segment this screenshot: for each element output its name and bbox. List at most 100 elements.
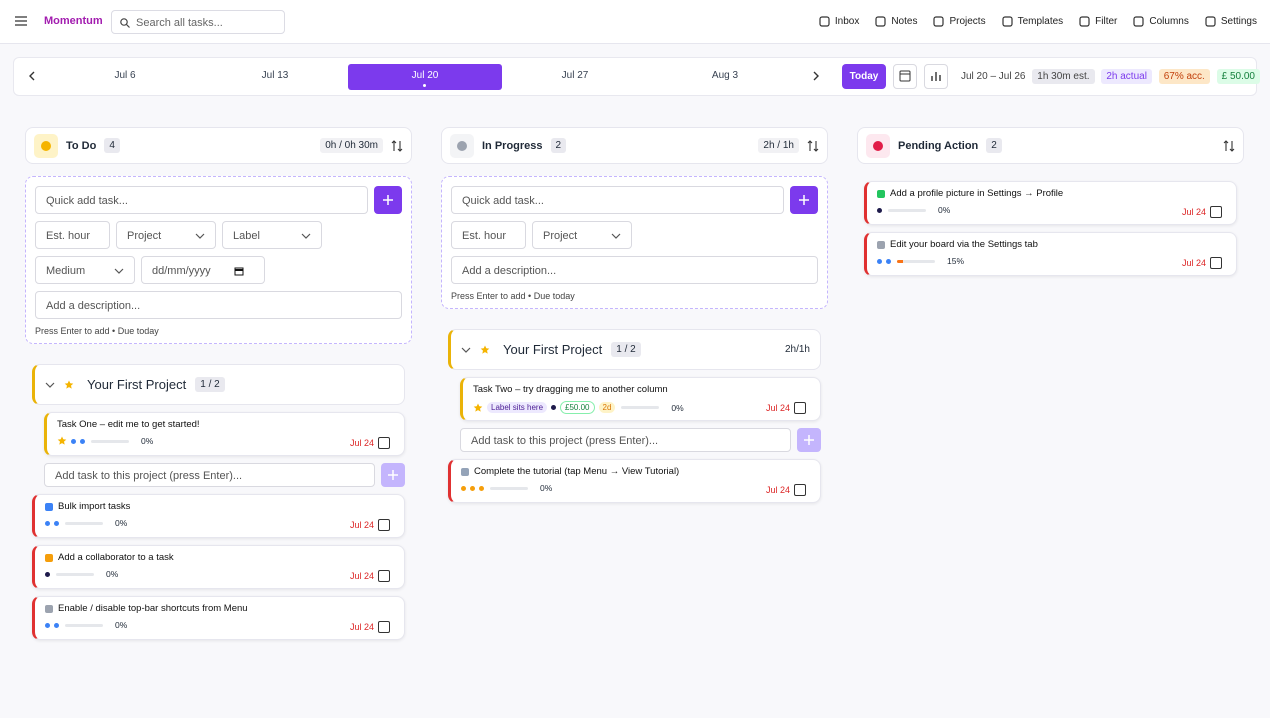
priority-dot bbox=[54, 622, 59, 628]
calendar-button[interactable] bbox=[893, 64, 917, 89]
form-row: Est. hour Project Label bbox=[35, 221, 402, 249]
task-title: Task Two – try dragging me to another co… bbox=[473, 384, 668, 395]
task-card[interactable]: Complete the tutorial (tap Menu → View T… bbox=[448, 459, 821, 503]
priority-dot bbox=[470, 485, 475, 491]
column-time: 0h / 0h 30m bbox=[320, 138, 383, 153]
plus-icon bbox=[383, 195, 393, 205]
project-select-text: Project bbox=[127, 230, 162, 242]
task-title: Bulk import tasks bbox=[58, 501, 131, 512]
week-tab[interactable]: Jul 6 bbox=[114, 70, 136, 81]
project-add-row: Add task to this project (press Enter)..… bbox=[448, 428, 821, 452]
week-tab[interactable]: Jul 27 bbox=[561, 70, 589, 81]
quick-add-input[interactable]: Quick add task... bbox=[35, 186, 368, 214]
search-box[interactable]: Search all tasks... bbox=[111, 10, 285, 34]
project-select[interactable]: Project bbox=[116, 221, 216, 249]
nav-item[interactable]: Columns bbox=[1133, 16, 1189, 27]
priority-dot bbox=[45, 520, 50, 526]
project-select[interactable]: Project bbox=[532, 221, 632, 249]
project-add-input[interactable]: Add task to this project (press Enter)..… bbox=[44, 463, 375, 487]
task-card[interactable]: Bulk import tasks 0% Jul 24 bbox=[32, 494, 405, 538]
task-title: Enable / disable top-bar shortcuts from … bbox=[58, 603, 248, 614]
project-tasks: Task Two – try dragging me to another co… bbox=[448, 377, 821, 421]
complete-checkbox[interactable] bbox=[378, 570, 390, 582]
priority-select[interactable]: Medium bbox=[35, 256, 135, 284]
complete-checkbox[interactable] bbox=[378, 519, 390, 531]
estimate-input[interactable]: Est. hour bbox=[35, 221, 110, 249]
progress-label: 0% bbox=[115, 620, 128, 630]
nav-label: Projects bbox=[949, 16, 986, 27]
task-card[interactable]: Enable / disable top-bar shortcuts from … bbox=[32, 596, 405, 640]
column-title: In Progress bbox=[482, 139, 543, 152]
project-add-input[interactable]: Add task to this project (press Enter)..… bbox=[460, 428, 791, 452]
menu-button[interactable] bbox=[15, 16, 27, 26]
accuracy-pill: 67% acc. bbox=[1158, 69, 1210, 84]
project-select-text: Project bbox=[543, 230, 578, 242]
nav-item[interactable]: Filter bbox=[1079, 16, 1117, 27]
priority-dot bbox=[71, 438, 76, 444]
task-card[interactable]: Edit your board via the Settings tab 15% J… bbox=[864, 232, 1237, 276]
nav-item[interactable]: Inbox bbox=[819, 16, 859, 27]
complete-checkbox[interactable] bbox=[1210, 257, 1222, 269]
brand: Momentum bbox=[44, 15, 103, 27]
quick-add-input[interactable]: Quick add task... bbox=[451, 186, 784, 214]
task-title: Add a profile picture in Settings → Prof… bbox=[890, 188, 1064, 199]
add-button[interactable] bbox=[790, 186, 818, 214]
next-week[interactable] bbox=[812, 71, 820, 81]
prev-week[interactable] bbox=[28, 71, 36, 81]
form-hint: Press Enter to add • Due today bbox=[451, 291, 575, 301]
complete-checkbox[interactable] bbox=[378, 437, 390, 449]
column: Pending Action 2 Add a profile picture in … bbox=[857, 127, 1244, 276]
nav-item[interactable]: Settings bbox=[1205, 16, 1257, 27]
nav-icon bbox=[1133, 16, 1144, 27]
label-select[interactable]: Label bbox=[222, 221, 322, 249]
progress-track bbox=[621, 406, 660, 409]
task-card[interactable]: Task One – edit me to get started! 0% Jul … bbox=[44, 412, 405, 456]
nav-icon bbox=[819, 16, 830, 27]
add-button[interactable] bbox=[374, 186, 402, 214]
project-count: 1 / 2 bbox=[195, 377, 225, 392]
nav-item[interactable]: Templates bbox=[1001, 16, 1063, 27]
stats-button[interactable] bbox=[924, 64, 948, 89]
task-card[interactable]: Add a collaborator to a task 0% Jul 24 bbox=[32, 545, 405, 589]
priority-dot bbox=[551, 405, 557, 410]
task-meta: 15% bbox=[877, 256, 1226, 266]
project-group: Your First Project 1 / 2 Task One – edit m… bbox=[25, 364, 412, 487]
column-icon bbox=[34, 133, 58, 158]
project-header[interactable]: Your First Project 1 / 2 2h/1h bbox=[448, 329, 821, 370]
project-add-row: Add task to this project (press Enter)..… bbox=[32, 463, 405, 487]
complete-checkbox[interactable] bbox=[1210, 206, 1222, 218]
task-title-row: Bulk import tasks bbox=[45, 501, 394, 512]
estimate-input[interactable]: Est. hour bbox=[451, 221, 526, 249]
complete-checkbox[interactable] bbox=[378, 621, 390, 633]
project-add-button[interactable] bbox=[797, 428, 821, 452]
task-card[interactable]: Add a profile picture in Settings → Prof… bbox=[864, 181, 1237, 225]
sort-button bbox=[1223, 139, 1235, 152]
column-time: 2h / 1h bbox=[758, 138, 799, 153]
nav-label: Columns bbox=[1149, 16, 1189, 27]
date-input[interactable]: dd/mm/yyyy bbox=[141, 256, 265, 284]
task-meta: 0% bbox=[45, 569, 394, 579]
week-tab[interactable]: Jul 20 bbox=[348, 64, 502, 90]
complete-checkbox[interactable] bbox=[794, 402, 806, 414]
description-input[interactable]: Add a description... bbox=[451, 256, 818, 284]
week-tab[interactable]: Jul 13 bbox=[261, 70, 289, 81]
week-tab[interactable]: Aug 3 bbox=[711, 70, 739, 81]
nav-item[interactable]: Projects bbox=[933, 16, 986, 27]
star-icon bbox=[64, 380, 74, 389]
description-input[interactable]: Add a description... bbox=[35, 291, 402, 319]
task-title: Complete the tutorial (tap Menu → View T… bbox=[474, 466, 680, 477]
complete-checkbox[interactable] bbox=[794, 484, 806, 496]
project-name: Your First Project bbox=[503, 342, 603, 357]
star-icon bbox=[57, 436, 67, 445]
nav-icon bbox=[933, 16, 945, 27]
chevron bbox=[301, 233, 311, 239]
estimate-input-text: Est. hour bbox=[46, 230, 91, 242]
task-title-row: Edit your board via the Settings tab bbox=[877, 239, 1226, 250]
project-header[interactable]: Your First Project 1 / 2 bbox=[32, 364, 405, 405]
today-button[interactable]: Today bbox=[842, 64, 886, 89]
nav-item[interactable]: Notes bbox=[875, 16, 917, 27]
task-card[interactable]: Task Two – try dragging me to another co… bbox=[460, 377, 821, 421]
chevron bbox=[45, 382, 55, 388]
progress-fill bbox=[897, 259, 903, 263]
project-add-button[interactable] bbox=[381, 463, 405, 487]
